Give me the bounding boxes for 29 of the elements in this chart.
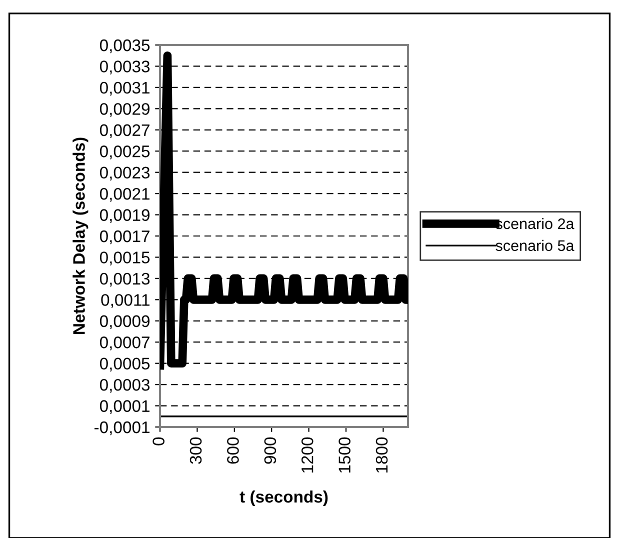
y-tick-label: 0,0035 bbox=[100, 39, 150, 54]
x-axis-title: t (seconds) bbox=[240, 490, 328, 506]
y-tick-label: 0,0011 bbox=[101, 294, 150, 308]
y-axis-title: Network Delay (seconds) bbox=[72, 138, 88, 334]
y-tick-label: 0,0019 bbox=[100, 209, 150, 223]
y-tick-label: 0,0033 bbox=[100, 60, 150, 74]
y-tick-label: 0,0003 bbox=[100, 378, 150, 393]
y-tick-label: 0,0023 bbox=[100, 166, 150, 181]
x-tick-label: 300 bbox=[190, 437, 202, 464]
y-tick-label: 0,0009 bbox=[100, 315, 150, 330]
y-tick-label: 0,0013 bbox=[100, 272, 150, 287]
y-tick-label: 0,0021 bbox=[100, 188, 150, 202]
x-tick-label: 600 bbox=[227, 437, 239, 464]
x-tick-label: 1800 bbox=[376, 437, 388, 473]
y-tick-label: -0,0001 bbox=[94, 421, 150, 436]
y-tick-label: 0,0031 bbox=[100, 82, 150, 96]
y-tick-label: 0,0015 bbox=[100, 252, 150, 266]
y-tick-label: 0,0025 bbox=[100, 146, 150, 160]
y-tick-label: 0,0005 bbox=[100, 358, 150, 372]
y-tick-label: 0,0027 bbox=[100, 124, 150, 138]
x-tick-label: 0 bbox=[152, 437, 164, 446]
x-tick-label: 900 bbox=[264, 437, 276, 464]
y-tick-label: 0,0001 bbox=[100, 400, 150, 414]
y-tick-label: 0,0017 bbox=[100, 230, 150, 244]
legend-label: scenario 5a bbox=[496, 240, 574, 252]
x-tick-label: 1500 bbox=[338, 437, 350, 473]
y-tick-label: 0,0007 bbox=[100, 336, 150, 350]
y-tick-label: 0,0029 bbox=[100, 103, 150, 117]
x-tick-label: 1200 bbox=[301, 437, 314, 473]
